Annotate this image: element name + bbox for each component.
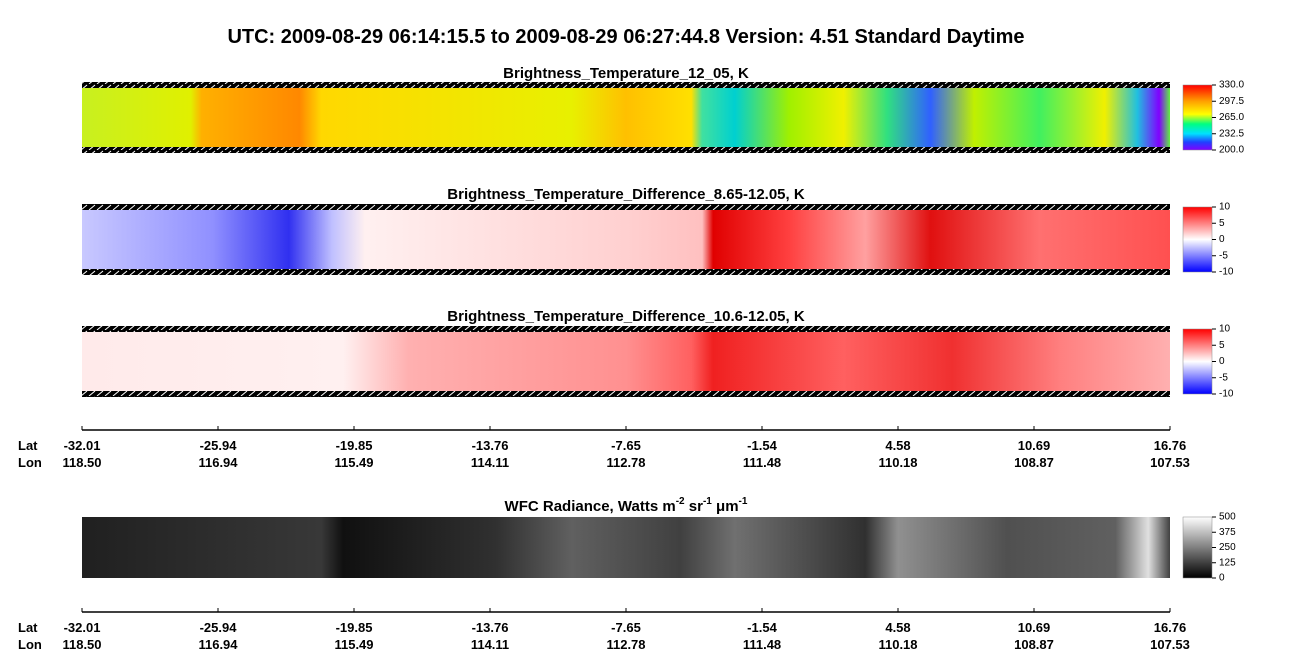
colorbar-label: 5 [1219, 340, 1225, 351]
axis-row-label: Lon [18, 637, 42, 652]
lat-label: 10.69 [1018, 438, 1051, 453]
lon-label: 108.87 [1014, 637, 1054, 652]
lon-label: 110.18 [878, 455, 917, 470]
lat-label: 10.69 [1018, 620, 1051, 635]
colorbar-label: -5 [1219, 372, 1228, 383]
lat-label: -25.94 [200, 438, 238, 453]
lon-label: 118.50 [62, 455, 101, 470]
title-part: -2 [676, 496, 685, 507]
colorbar-label: 5 [1219, 218, 1225, 229]
lon-label: 116.94 [198, 455, 238, 470]
lon-label: 116.94 [198, 637, 238, 652]
data-strip [82, 517, 1170, 578]
panel-title: WFC Radiance, Watts m-2 sr-1 μm-1 [505, 496, 748, 515]
panel-title: Brightness_Temperature_Difference_8.65-1… [447, 186, 805, 203]
strip-border [82, 391, 1170, 397]
lat-label: 16.76 [1154, 438, 1187, 453]
colorbar-label: 330.0 [1219, 80, 1244, 91]
colorbar-label: 0 [1219, 234, 1225, 245]
lon-label: 115.49 [334, 637, 373, 652]
colorbar [1182, 516, 1213, 579]
title-part: WFC Radiance, Watts m [505, 498, 676, 515]
strip-border [82, 204, 1170, 210]
title-part: μm [712, 498, 739, 515]
strip-border [82, 82, 1170, 88]
lon-label: 108.87 [1014, 455, 1054, 470]
colorbar-label: 0 [1219, 573, 1225, 584]
axis-row-label: Lat [18, 438, 38, 453]
lon-label: 111.48 [743, 637, 781, 652]
data-strip [82, 329, 1170, 394]
title-part: -1 [739, 496, 748, 507]
axis-row-label: Lat [18, 620, 38, 635]
lat-label: -25.94 [200, 620, 238, 635]
strip-border [82, 269, 1170, 275]
lat-label: -1.54 [747, 620, 777, 635]
colorbar-label: -5 [1219, 250, 1228, 261]
strip-border [82, 326, 1170, 332]
colorbar-label: 500 [1219, 512, 1236, 523]
title-part: -1 [703, 496, 712, 507]
lon-label: 110.18 [878, 637, 917, 652]
colorbar-label: 125 [1219, 557, 1236, 568]
lat-label: -32.01 [64, 438, 101, 453]
colorbar-label: 10 [1219, 324, 1231, 335]
lat-label: -19.85 [336, 438, 373, 453]
lat-label: 4.58 [885, 620, 910, 635]
axis-row-label: Lon [18, 455, 42, 470]
colorbar-label: 0 [1219, 356, 1225, 367]
lat-label: -32.01 [64, 620, 101, 635]
lon-label: 112.78 [606, 455, 645, 470]
data-strip [82, 207, 1170, 272]
colorbar-label: 265.0 [1219, 112, 1244, 123]
colorbar-label: 250 [1219, 542, 1236, 553]
lon-label: 115.49 [334, 455, 373, 470]
strip-border [82, 147, 1170, 153]
lat-label: -13.76 [472, 620, 509, 635]
lon-label: 107.53 [1150, 637, 1190, 652]
panel-title: Brightness_Temperature_Difference_10.6-1… [447, 308, 805, 325]
lat-label: -19.85 [336, 620, 373, 635]
lat-label: 16.76 [1154, 620, 1187, 635]
lon-label: 111.48 [743, 455, 781, 470]
colorbar-label: 10 [1219, 202, 1231, 213]
colorbar [1182, 84, 1213, 151]
lon-label: 118.50 [62, 637, 101, 652]
panel-title: Brightness_Temperature_12_05, K [503, 65, 749, 82]
colorbar-label: 232.5 [1219, 128, 1244, 139]
data-strip [82, 85, 1170, 150]
colorbar-label: 297.5 [1219, 96, 1244, 107]
lat-label: -7.65 [611, 620, 641, 635]
colorbar-label: 200.0 [1219, 145, 1244, 156]
lon-label: 107.53 [1150, 455, 1190, 470]
colorbar [1182, 206, 1213, 273]
colorbar-label: 375 [1219, 527, 1236, 538]
lat-label: -13.76 [472, 438, 509, 453]
colorbar-label: -10 [1219, 267, 1234, 278]
colorbar-label: -10 [1219, 389, 1234, 400]
lat-label: -1.54 [747, 438, 777, 453]
lon-label: 112.78 [606, 637, 645, 652]
colorbar [1182, 328, 1213, 395]
lon-label: 114.11 [471, 455, 509, 470]
lat-label: -7.65 [611, 438, 641, 453]
title-part: sr [685, 498, 704, 515]
lat-label: 4.58 [885, 438, 910, 453]
main-title: UTC: 2009-08-29 06:14:15.5 to 2009-08-29… [227, 26, 1024, 48]
lon-label: 114.11 [471, 637, 509, 652]
